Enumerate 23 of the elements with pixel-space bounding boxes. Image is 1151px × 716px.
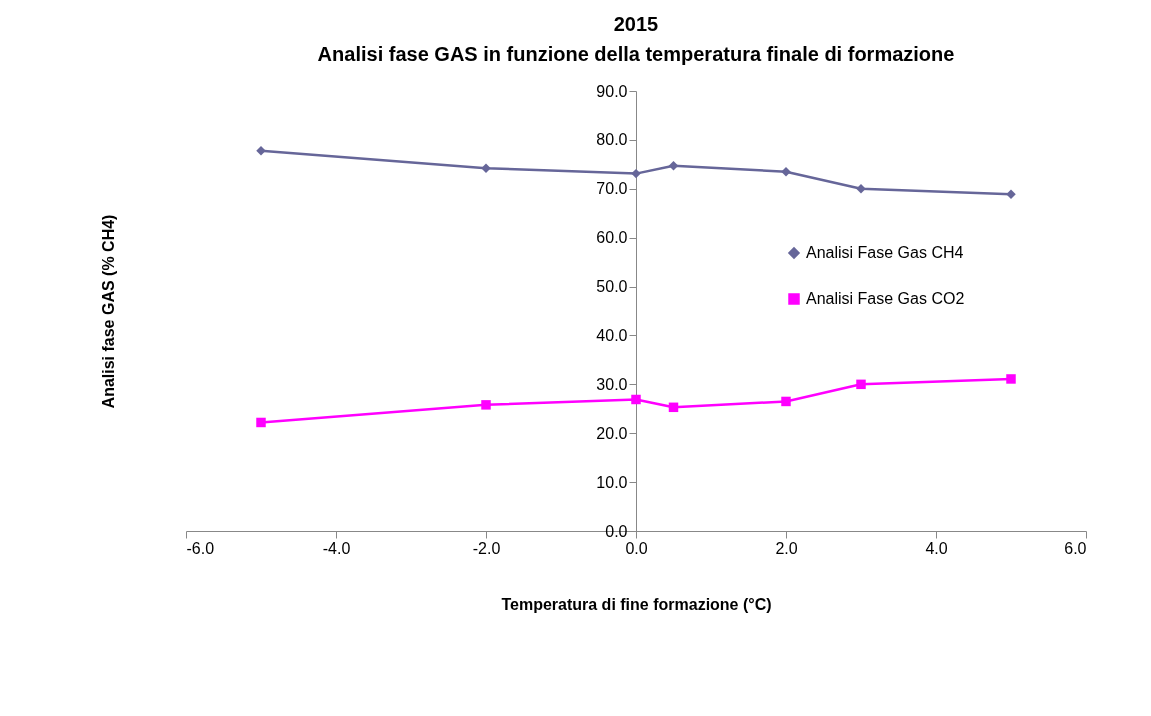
y-tick-label: 90.0: [596, 82, 628, 100]
x-tick-label: 6.0: [1064, 539, 1087, 557]
x-tick-label: -6.0: [186, 539, 215, 557]
y-tick-label: 80.0: [596, 131, 628, 149]
y-tick-label: 50.0: [596, 278, 628, 296]
x-tick-label: 0.0: [625, 539, 648, 557]
y-tick-label: 60.0: [596, 229, 628, 247]
x-tick-label: -4.0: [322, 539, 351, 557]
x-tick-label: 2.0: [775, 539, 798, 557]
y-tick-label: 40.0: [596, 326, 628, 344]
chart-title: 2015: [613, 13, 659, 35]
y-tick-label: 70.0: [596, 180, 628, 198]
x-tick-label: 4.0: [925, 539, 948, 557]
y-tick-label: 30.0: [596, 375, 628, 393]
y-tick-label: 10.0: [596, 473, 628, 491]
legend-label: Analisi Fase Gas CH4: [806, 244, 964, 261]
x-axis-title: Temperatura di fine formazione (°C): [501, 595, 772, 613]
x-tick-label: -2.0: [472, 539, 501, 557]
legend-label: Analisi Fase Gas CO2: [806, 290, 965, 307]
y-axis-title: Analisi fase GAS (% CH4): [99, 214, 117, 409]
chart-subtitle: Analisi fase GAS in funzione della temperatura finale di formazione: [317, 43, 955, 65]
y-tick-label: 20.0: [596, 424, 628, 442]
y-tick-label: 0.0: [605, 522, 628, 540]
